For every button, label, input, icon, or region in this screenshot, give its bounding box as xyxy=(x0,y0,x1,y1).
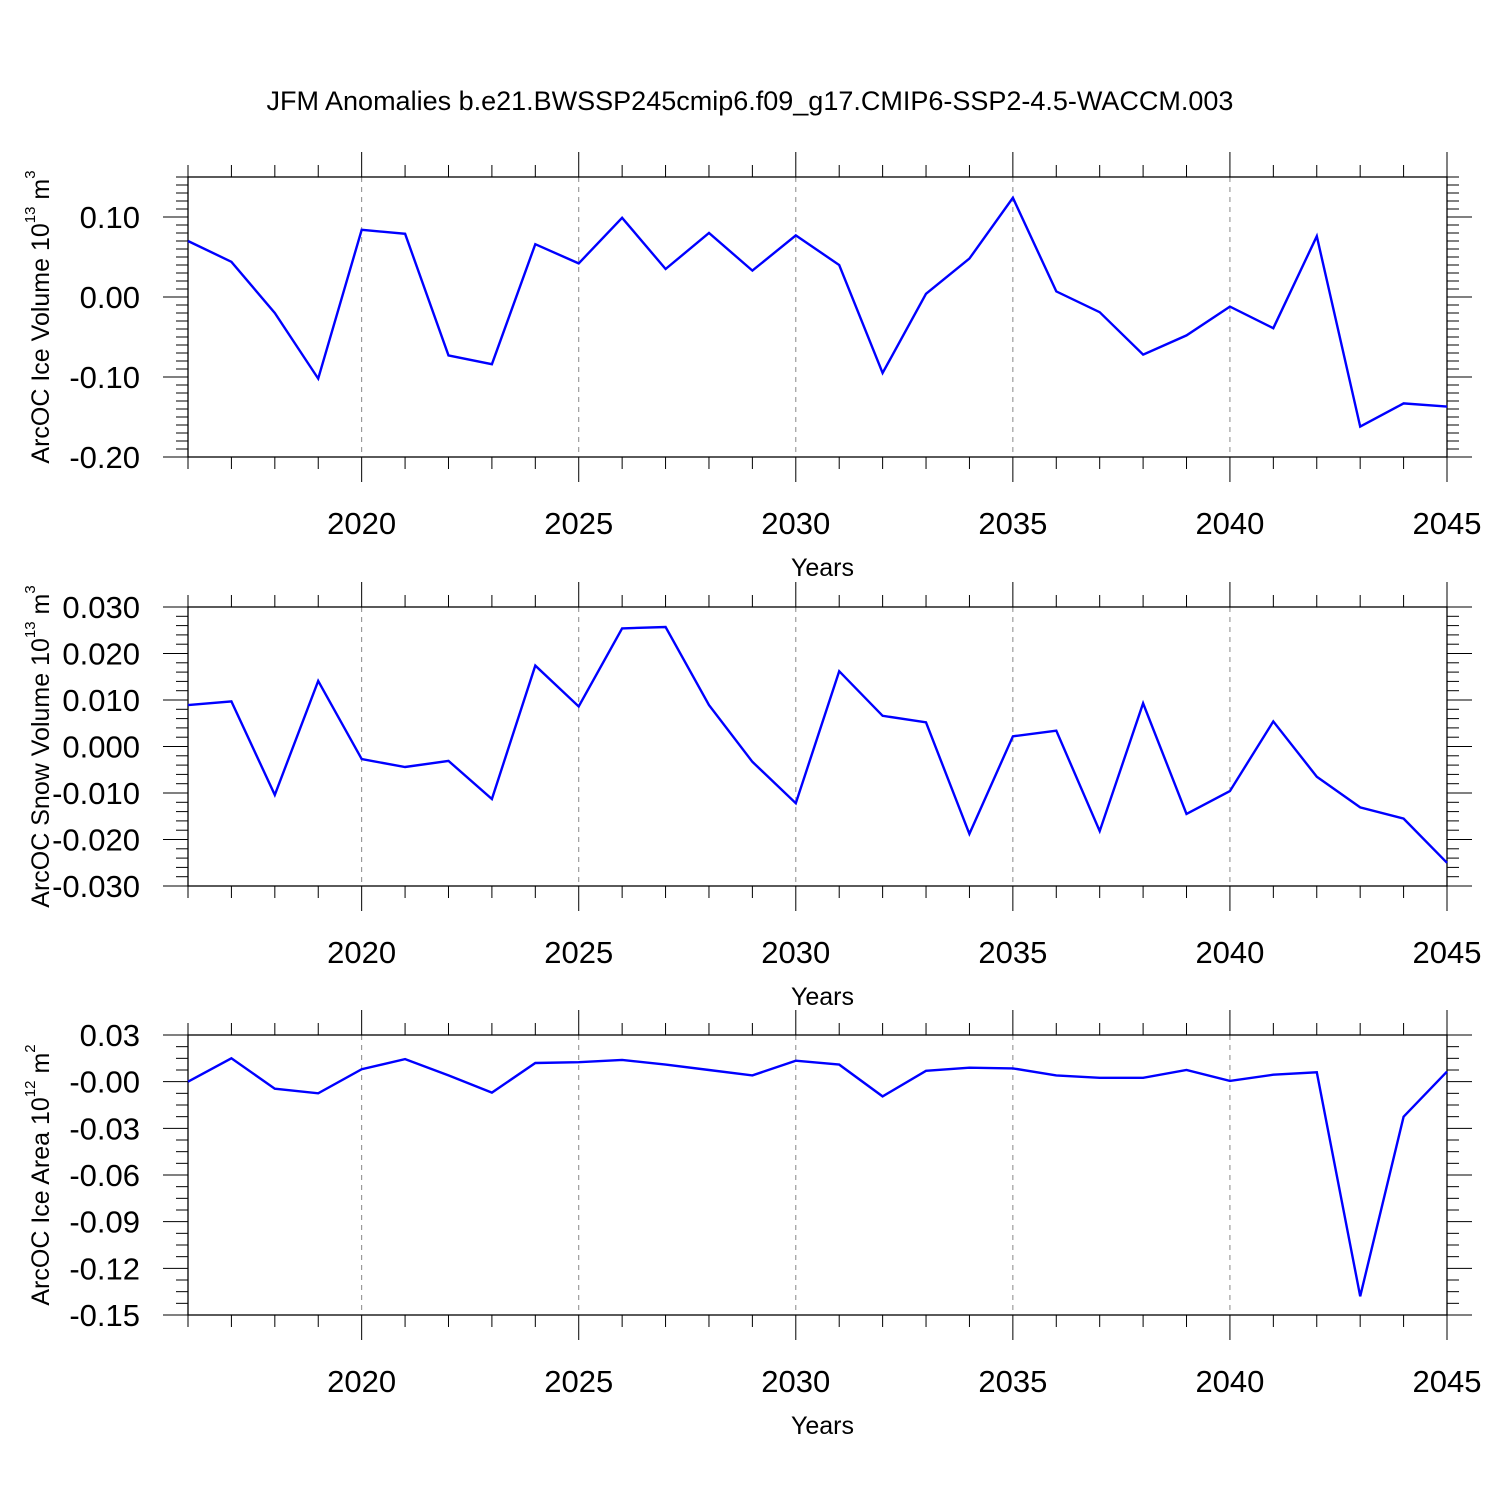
ice-volume-grid xyxy=(361,177,1231,457)
ice-area-ytick-labels: 0.03 -0.00 -0.03 -0.06 -0.09 -0.12 -0.15 xyxy=(69,1018,140,1333)
snow-volume-ytick-label: 0.000 xyxy=(62,730,140,765)
ice-volume-y-axis-label: ArcOC Ice Volume 1013 m3 xyxy=(22,170,55,463)
snow-volume-xtick-label: 2030 xyxy=(761,935,830,970)
panel-ice-area: 0.03-0.00-0.03-0.06-0.09-0.12-0.15 2020 2… xyxy=(22,1010,1481,1440)
ice-volume-xtick-label: 2025 xyxy=(544,506,613,541)
ice-area-ytick-label: -0.12 xyxy=(69,1251,140,1286)
snow-volume-xtick-label: 2040 xyxy=(1195,935,1264,970)
snow-volume-plot-frame xyxy=(187,606,1448,887)
snow-volume-xtick-labels: 2020 2025 2030 2035 2040 2045 xyxy=(327,935,1481,970)
ice-area-ylabel-unit-exp: 2 xyxy=(22,1044,39,1052)
ice-volume-series-line xyxy=(187,195,1448,429)
snow-volume-ytick-label: -0.020 xyxy=(52,823,140,858)
ice-volume-xtick-label: 2035 xyxy=(978,506,1047,541)
snow-volume-ylabel-unit: m xyxy=(27,594,55,622)
ice-volume-ylabel-exp: 13 xyxy=(22,207,39,224)
ice-volume-ticks xyxy=(163,152,1472,482)
ice-volume-plot-frame xyxy=(187,176,1448,458)
ice-area-xtick-label: 2030 xyxy=(761,1364,830,1399)
ice-area-xtick-label: 2035 xyxy=(978,1364,1047,1399)
ice-volume-ytick-label: -0.20 xyxy=(69,440,140,475)
ice-area-ylabel-unit: m xyxy=(27,1053,55,1081)
ice-volume-ylabel-unit-exp: 3 xyxy=(22,170,39,178)
ice-area-ytick-label: -0.03 xyxy=(69,1111,140,1146)
ice-volume-ylabel-main: ArcOC Ice Volume 10 xyxy=(27,223,55,463)
ice-volume-x-axis-label: Years xyxy=(791,554,854,582)
panel-snow-volume: 0.030 0.020 0.010 0.000 -0.010 -0.020 -0.030 2… xyxy=(22,582,1481,1011)
snow-volume-ytick-label: -0.010 xyxy=(52,776,140,811)
snow-volume-grid xyxy=(361,607,1231,886)
snow-volume-series-line xyxy=(187,625,1448,864)
ice-area-ytick-label: -0.09 xyxy=(69,1205,140,1240)
snow-volume-ylabel-exp: 13 xyxy=(22,621,39,638)
ice-area-xtick-label: 2020 xyxy=(327,1364,396,1399)
ice-volume-xtick-label: 2020 xyxy=(327,506,396,541)
ice-volume-xtick-label: 2040 xyxy=(1195,506,1264,541)
snow-volume-ytick-labels: 0.030 0.020 0.010 0.000 -0.010 -0.020 -0.030 xyxy=(52,590,140,904)
snow-volume-ytick-label: 0.030 xyxy=(62,590,140,625)
ice-area-x-axis-label: Years xyxy=(791,1412,854,1440)
ice-volume-xtick-label: 2045 xyxy=(1413,506,1482,541)
ice-volume-xtick-label: 2030 xyxy=(761,506,830,541)
snow-volume-xtick-label: 2035 xyxy=(978,935,1047,970)
ice-area-xtick-labels: 2020 2025 2030 2035 2040 2045 xyxy=(327,1364,1481,1399)
ice-area-xtick-label: 2040 xyxy=(1195,1364,1264,1399)
snow-volume-ytick-label: -0.030 xyxy=(52,869,140,904)
ice-area-series-line xyxy=(187,1056,1448,1297)
snow-volume-xtick-label: 2045 xyxy=(1413,935,1482,970)
ice-volume-ytick-label: 0.00 xyxy=(80,280,140,315)
ice-area-ylabel-main: ArcOC Ice Area 10 xyxy=(27,1097,55,1305)
ice-area-xtick-label: 2025 xyxy=(544,1364,613,1399)
snow-volume-xtick-label: 2025 xyxy=(544,935,613,970)
ice-area-plot-frame xyxy=(187,1034,1448,1316)
ice-volume-ylabel-unit: m xyxy=(27,179,55,207)
ice-area-grid xyxy=(361,1035,1231,1315)
chart-title: JFM Anomalies b.e21.BWSSP245cmip6.f09_g1… xyxy=(267,86,1234,116)
ice-volume-xtick-labels: 2020 2025 2030 2035 2040 2045 xyxy=(327,506,1481,541)
snow-volume-xtick-label: 2020 xyxy=(327,935,396,970)
ice-area-ticks xyxy=(163,1010,1472,1340)
ice-volume-ytick-label: -0.10 xyxy=(69,360,140,395)
ice-area-ylabel-exp: 12 xyxy=(22,1081,39,1098)
panel-ice-volume: 0.100.00-0.10-0.20 2020 2025 2030 2035 2040 2… xyxy=(22,152,1481,582)
snow-volume-y-axis-label: ArcOC Snow Volume 1013 m3 xyxy=(22,585,55,907)
snow-volume-ytick-label: 0.020 xyxy=(62,637,140,672)
ice-area-ytick-label: -0.15 xyxy=(69,1298,140,1333)
ice-area-ytick-label: -0.06 xyxy=(69,1158,140,1193)
ice-area-ytick-label: -0.00 xyxy=(69,1065,140,1100)
snow-volume-ylabel-unit-exp: 3 xyxy=(22,585,39,593)
snow-volume-ytick-label: 0.010 xyxy=(62,683,140,718)
ice-area-xtick-label: 2045 xyxy=(1413,1364,1482,1399)
snow-volume-ylabel-main: ArcOC Snow Volume 10 xyxy=(27,638,55,908)
snow-volume-ticks xyxy=(163,582,1472,911)
ice-area-ytick-label: 0.03 xyxy=(80,1018,140,1053)
ice-volume-ytick-labels: 0.10 0.00 -0.10 -0.20 xyxy=(69,200,140,475)
snow-volume-x-axis-label: Years xyxy=(791,983,854,1011)
ice-area-y-axis-label: ArcOC Ice Area 1012 m2 xyxy=(22,1044,55,1305)
ice-volume-ytick-label: 0.10 xyxy=(80,200,140,235)
